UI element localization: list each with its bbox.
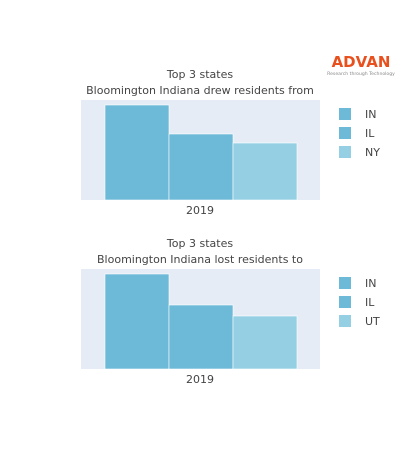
legend-label-il: IL [365, 127, 375, 140]
advan-logo: ADVAN Research through Technology [326, 52, 396, 78]
legend-label-ny: NY [365, 146, 380, 159]
bar-in [104, 273, 170, 370]
legend-label-il: IL [365, 296, 375, 309]
legend-swatch-in [339, 108, 351, 120]
legend-label-in: IN [365, 277, 376, 290]
x-tick-label: 2019 [186, 204, 214, 217]
chart-lost-residents: Top 3 states Bloomington Indiana lost re… [0, 233, 400, 393]
legend-label-in: IN [365, 108, 376, 121]
chart-drew-residents: Top 3 states Bloomington Indiana drew re… [0, 64, 400, 224]
bar-in [104, 104, 170, 201]
chart-subtitle: Bloomington Indiana lost residents to [97, 253, 303, 266]
bar-il [168, 133, 234, 201]
chart-title: Top 3 states [166, 237, 233, 250]
legend-swatch-ut [339, 315, 351, 327]
legend-label-ut: UT [365, 315, 380, 328]
legend-swatch-il [339, 127, 351, 139]
bar-group [104, 273, 298, 370]
bar-il [168, 304, 234, 370]
chart-lost-residents-svg: Top 3 states Bloomington Indiana lost re… [81, 237, 380, 386]
legend-swatch-ny [339, 146, 351, 158]
x-tick-label: 2019 [186, 373, 214, 386]
chart-title: Top 3 states [166, 68, 233, 81]
advan-logo-wordmark: ADVAN [332, 53, 391, 71]
legend: IN IL UT [339, 277, 380, 328]
advan-logo-mark: ADVAN Research through Technology [327, 53, 395, 77]
bar-ny [232, 142, 298, 201]
bar-group [104, 104, 298, 201]
chart-subtitle: Bloomington Indiana drew residents from [86, 84, 314, 97]
advan-logo-tagline: Research through Technology [327, 71, 395, 77]
legend-swatch-in [339, 277, 351, 289]
legend-swatch-il [339, 296, 351, 308]
bar-ut [232, 315, 298, 370]
chart-drew-residents-svg: Top 3 states Bloomington Indiana drew re… [81, 68, 380, 217]
legend: IN IL NY [339, 108, 380, 159]
